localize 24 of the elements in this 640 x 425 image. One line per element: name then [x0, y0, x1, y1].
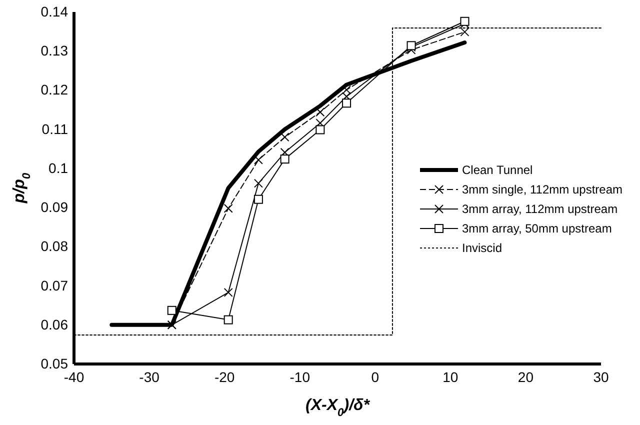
legend-label: Clean Tunnel: [462, 163, 533, 177]
legend-label: 3mm array, 112mm upstream: [462, 202, 618, 216]
y-tick-label: 0.12: [40, 82, 68, 98]
x-tick-label: 10: [442, 368, 458, 385]
y-tick-label: 0.13: [40, 42, 68, 59]
y-tick-label: 0.11: [42, 120, 68, 137]
x-tick-label: -10: [290, 368, 310, 385]
x-tick-label: -20: [214, 368, 235, 385]
y-tick-label: 0.09: [40, 199, 68, 216]
y-tick-label: 0.07: [40, 277, 68, 294]
x-tick-label: 30: [593, 368, 609, 385]
y-tick-label: 0.08: [40, 238, 68, 254]
x-tick-label: -30: [139, 368, 160, 385]
y-tick-label: 0.06: [40, 316, 68, 332]
y-tick-label: 0.14: [40, 3, 68, 20]
legend-label: Inviscid: [462, 241, 502, 255]
legend-label: 3mm array, 50mm upstream: [462, 222, 612, 236]
y-tick-label: 0.1: [48, 160, 68, 176]
x-tick-label: 20: [518, 368, 534, 385]
y-tick-label: 0.05: [40, 355, 68, 372]
x-tick-label: -40: [64, 368, 84, 385]
x-tick-label: 0: [371, 368, 380, 385]
legend-label: 3mm single, 112mm upstream: [462, 182, 623, 196]
x-axis-title: (X-X$_{0}$)/δ*: [306, 397, 370, 419]
